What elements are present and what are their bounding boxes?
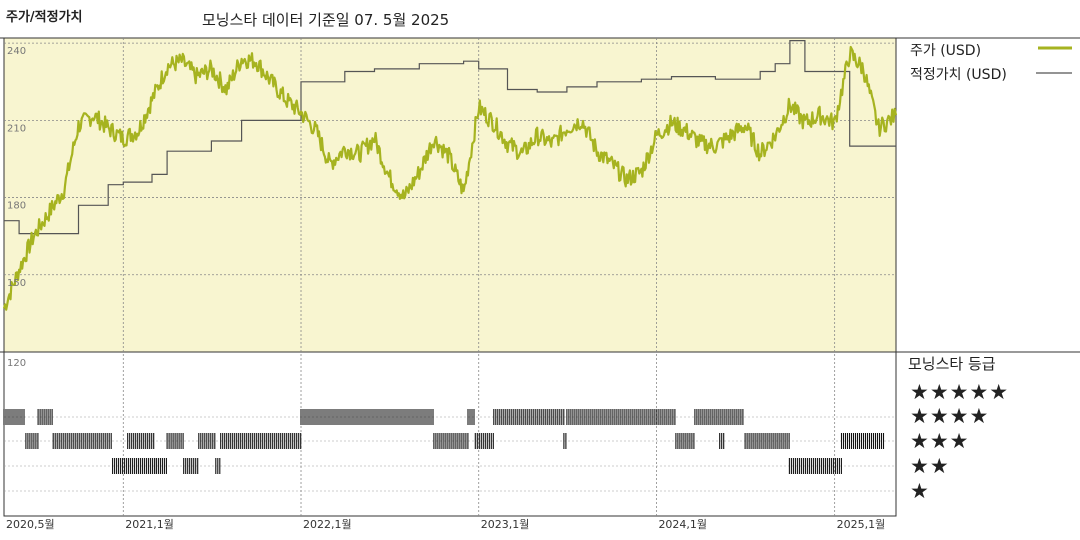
x-tick-label: 2024,1월 [658,518,707,531]
rating-bar-4-star [127,433,155,449]
y-tick-label: 150 [7,278,26,289]
rating-bar-3-star [788,458,842,474]
rating-bar-4-star [198,433,216,449]
legend-price-label: 주가 (USD) [910,43,982,59]
rating-bar-4-star [563,433,567,449]
rating-bar-4-star [433,433,469,449]
rating-bar-5-star [300,409,434,425]
rating-bar-5-star [37,409,53,425]
price-line [2,45,898,311]
rating-bar-5-star [467,409,475,425]
rating-bar-4-star [166,433,184,449]
rating-bar-5-star [3,409,25,425]
rating-bar-5-star [566,409,676,425]
rating-3-stars: ★★★ [910,429,970,453]
rating-bar-5-star [694,409,744,425]
x-tick-label: 2023,1월 [481,518,530,531]
rating-title: 모닝스타 등급 [908,355,996,373]
x-tick-label: 2025,1월 [837,518,886,531]
rating-5-stars: ★★★★★ [910,380,1010,404]
y-tick-label: 180 [7,201,26,212]
rating-bar-3-star [215,458,221,474]
x-tick-label: 2022,1월 [303,518,352,531]
panel-title: 주가/적정가치 [6,10,83,25]
rating-1-star: ★ [910,479,930,503]
chart-subtitle: 모닝스타 데이터 기준일 07. 5월 2025 [202,11,450,29]
y-tick-label: 120 [7,358,26,369]
rating-2-stars: ★★ [910,454,950,478]
rating-bar-4-star [52,433,112,449]
rating-bar-3-star [155,458,167,474]
rating-bar-4-star [840,433,885,449]
rating-bar-4-star [474,433,494,449]
x-tick-label: 2021,1월 [125,518,174,531]
x-tick-label: 2020,5월 [6,518,55,531]
rating-4-stars: ★★★★ [910,404,990,428]
rating-bar-4-star [675,433,695,449]
rating-bar-4-star [220,433,302,449]
fair-value-line [4,40,897,235]
rating-bar-3-star [112,458,156,474]
plot-background [4,38,896,352]
legend-fair-label: 적정가치 (USD) [910,67,1007,83]
rating-bar-5-star [493,409,565,425]
rating-bar-4-star [719,433,725,449]
rating-bar-4-star [744,433,790,449]
y-tick-label: 240 [7,46,26,57]
rating-bar-4-star [25,433,39,449]
rating-bar-3-star [183,458,199,474]
y-tick-label: 210 [7,123,26,134]
